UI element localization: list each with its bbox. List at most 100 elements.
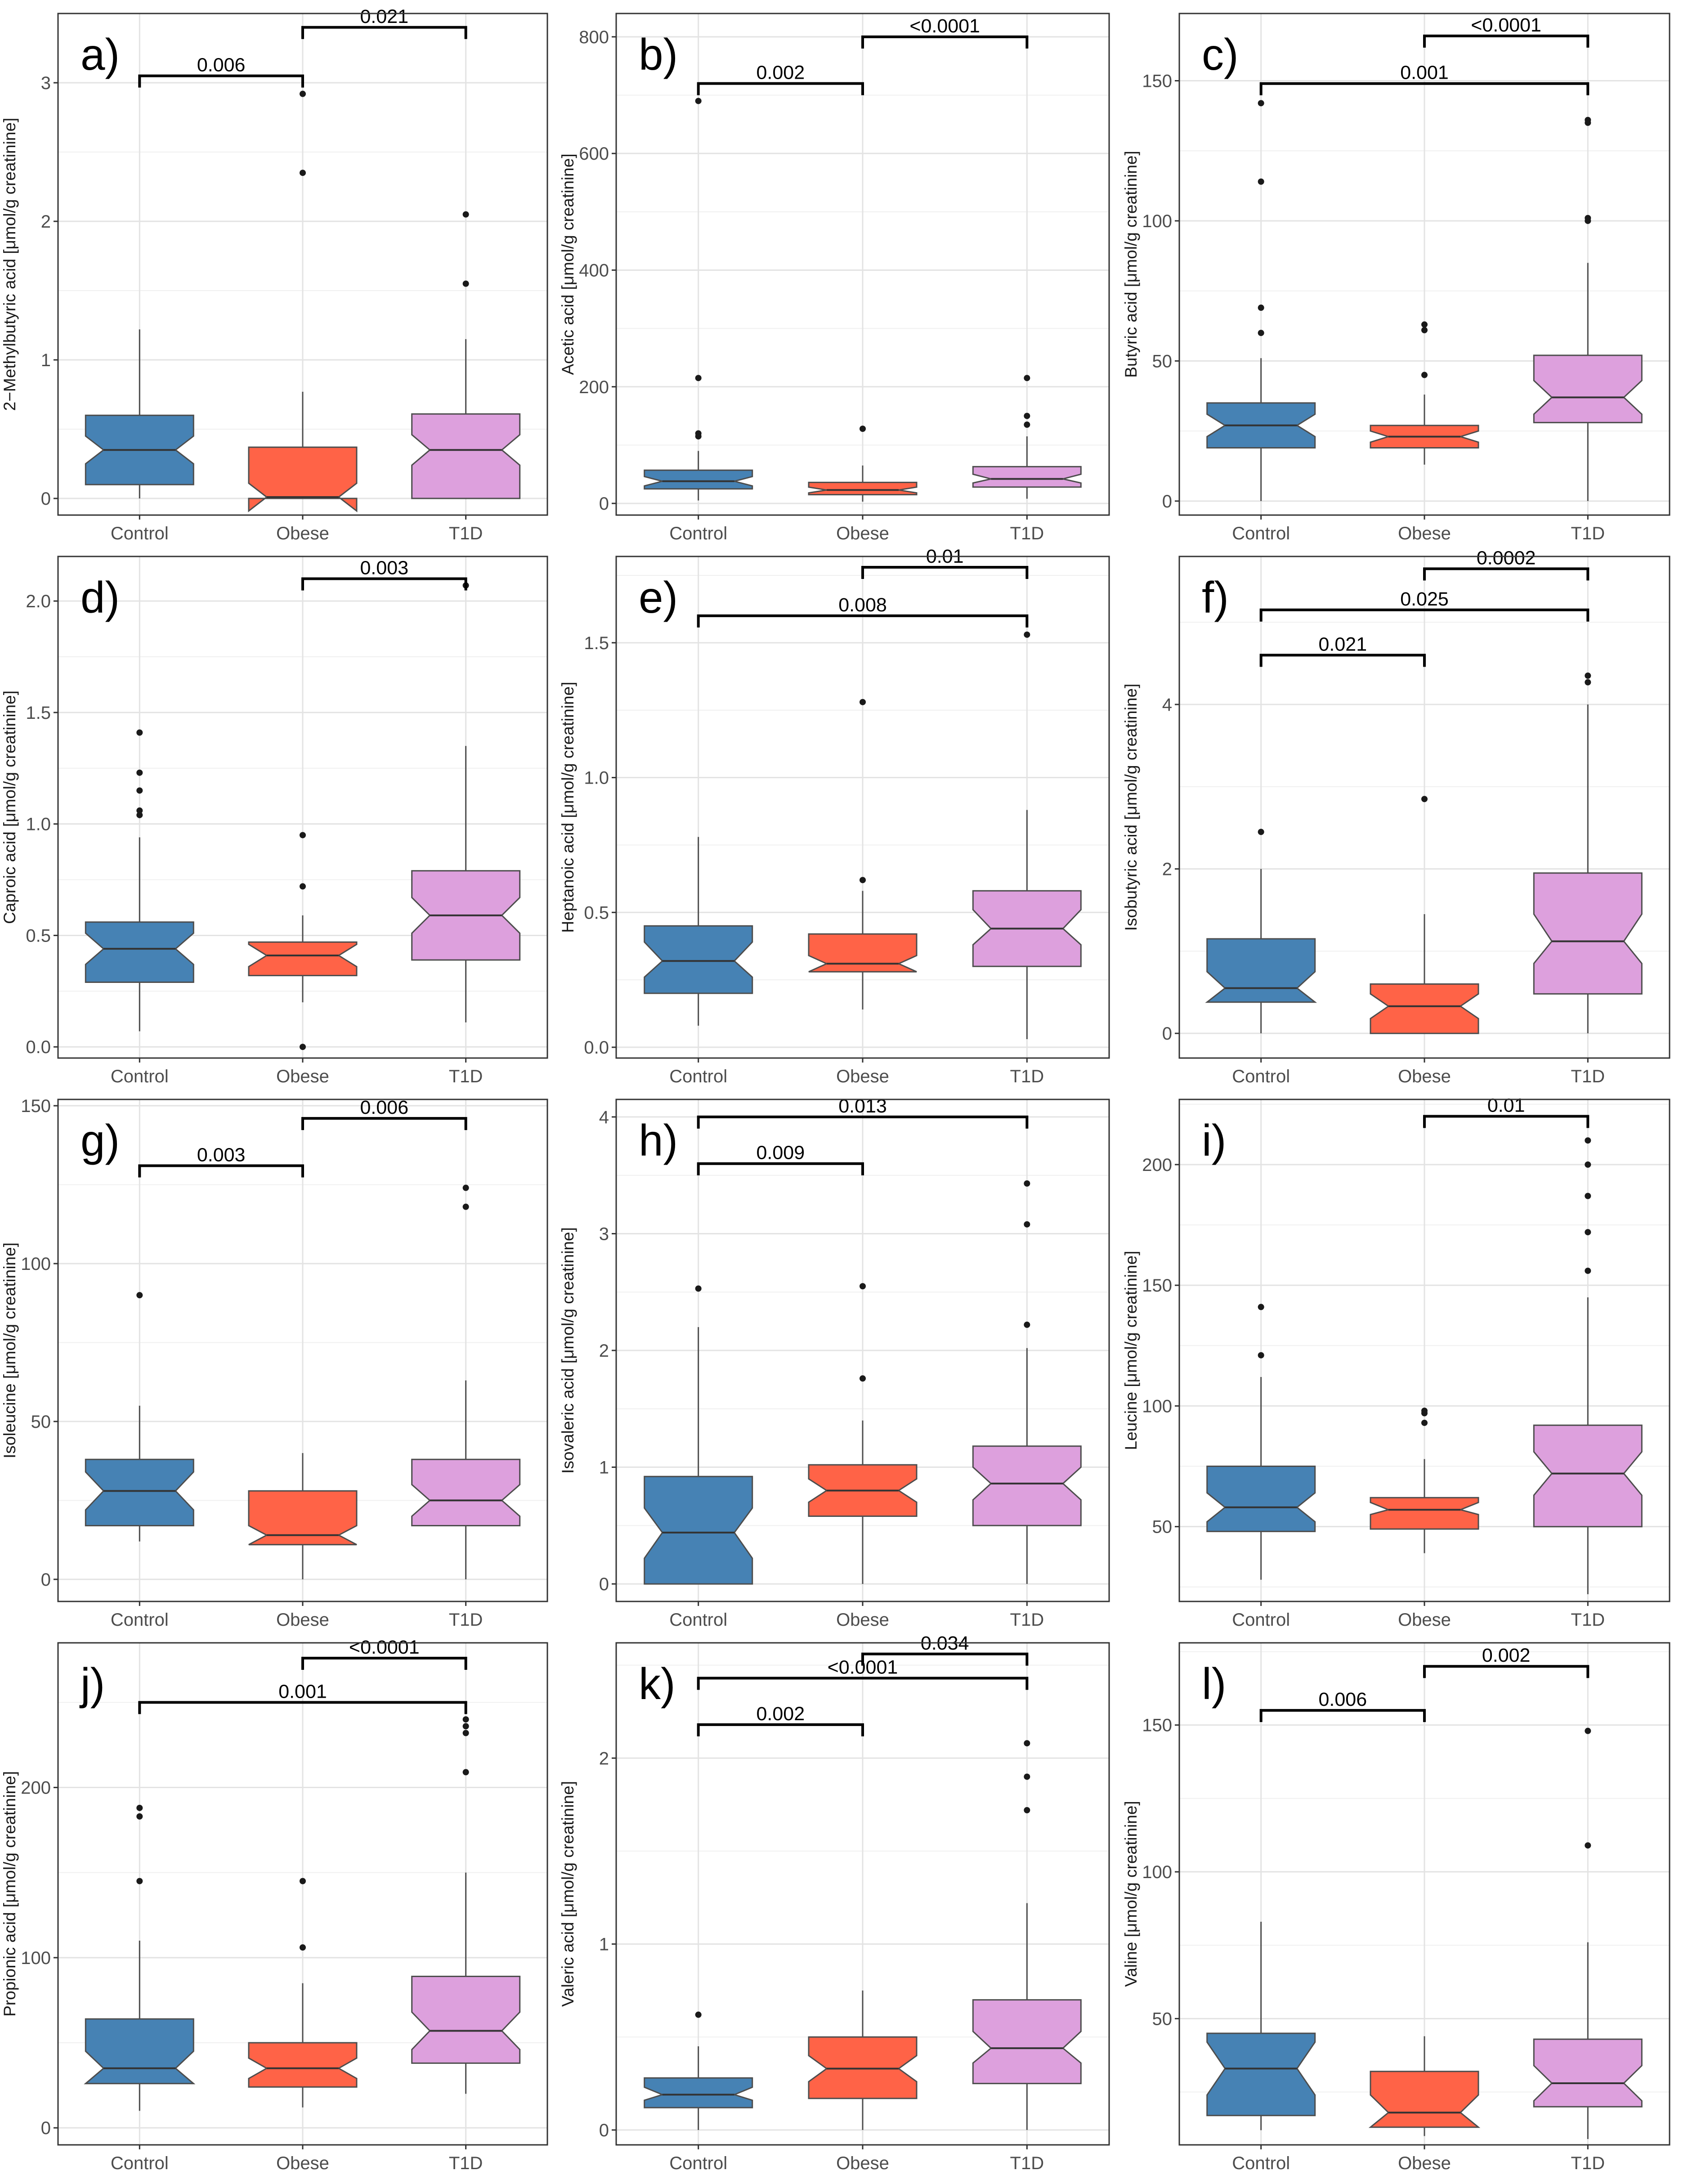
panel-label: f) [1202, 573, 1229, 622]
p-value-label: 0.013 [838, 1095, 887, 1117]
panel-border [615, 556, 1110, 1059]
panel-l: 50 100 150 Control Obese T1D Valine [μmol/g cr… [1122, 1642, 1670, 2173]
outlier-point [1585, 673, 1591, 679]
outlier-point [1421, 1408, 1428, 1414]
panel-label: i) [1202, 1116, 1226, 1165]
box-obese [1368, 2071, 1481, 2128]
panel-label: c) [1202, 30, 1239, 79]
outlier-point [462, 1203, 469, 1210]
outlier-point [1024, 413, 1030, 419]
panel-a: 0 1 2 3 Control Obese T1D 2−Methylbutyric acid … [0, 6, 548, 543]
outlier-point [1024, 1321, 1030, 1328]
y-tick-label: 0.0 [26, 1037, 51, 1057]
outlier-point [695, 2011, 702, 2018]
y-tick-label: 0 [41, 1570, 51, 1590]
y-axis-label: Heptanoic acid [μmol/g creatinine] [559, 682, 577, 933]
panel-label: e) [639, 573, 678, 622]
y-tick-label: 50 [1152, 2009, 1173, 2029]
significance-bracket [1259, 608, 1589, 622]
x-tick-label: Control [1232, 524, 1290, 543]
y-tick-label: 150 [1142, 1716, 1172, 1736]
outlier-point [1024, 1740, 1030, 1747]
box-control [644, 2077, 753, 2108]
p-value-label: <0.0001 [349, 1637, 420, 1658]
p-value-label: 0.01 [1487, 1095, 1525, 1117]
outlier-point [1585, 117, 1591, 123]
y-tick-label: 2 [41, 212, 51, 232]
x-tick-label: T1D [1010, 1067, 1044, 1086]
box-control [644, 925, 753, 994]
y-tick-label: 2.0 [26, 592, 51, 611]
outlier-point [1421, 1419, 1428, 1426]
box-t1d [972, 1999, 1082, 2085]
y-tick-label: 0.0 [584, 1038, 609, 1058]
y-tick-label: 100 [21, 1254, 51, 1274]
outlier-point [300, 883, 306, 890]
outlier-point [462, 1184, 469, 1191]
x-tick-label: Control [669, 1610, 727, 1630]
x-tick-label: T1D [1571, 2153, 1605, 2173]
outlier-point [462, 1716, 469, 1723]
x-tick-label: Control [111, 2153, 169, 2173]
outlier-point [695, 1285, 702, 1292]
x-tick-label: T1D [1010, 2153, 1044, 2173]
outlier-point [1585, 1229, 1591, 1236]
y-tick-label: 200 [579, 377, 609, 397]
y-tick-label: 200 [1142, 1155, 1172, 1175]
outlier-point [300, 1944, 306, 1951]
y-tick-label: 1.5 [26, 703, 51, 723]
significance-bracket [1259, 654, 1426, 667]
y-tick-label: 4 [599, 1108, 609, 1127]
y-axis-label: Isobutyric acid [μmol/g creatinine] [1122, 684, 1140, 931]
outlier-point [1421, 327, 1428, 333]
significance-bracket [301, 577, 467, 591]
x-tick-label: Obese [276, 1610, 329, 1630]
panel-label: a) [81, 30, 120, 79]
significance-bracket [1423, 1665, 1589, 1678]
significance-bracket [697, 1723, 864, 1736]
y-axis-label: Propionic acid [μmol/g creatinine] [0, 1771, 19, 2017]
x-tick-label: Obese [1398, 2153, 1451, 2173]
outlier-point [1258, 829, 1264, 835]
p-value-label: 0.006 [1319, 1689, 1367, 1710]
panel-border [1178, 556, 1670, 1059]
y-axis-label: Valeric acid [μmol/g creatinine] [559, 1781, 577, 2007]
x-tick-label: T1D [1571, 1067, 1605, 1086]
y-tick-label: 0 [599, 2121, 609, 2140]
panel-f: 0 2 4 Control Obese T1D Isobutyric acid [μmol/… [1122, 547, 1670, 1086]
significance-bracket [697, 82, 864, 95]
panel-border [1178, 1099, 1670, 1602]
x-tick-label: Control [111, 1067, 169, 1086]
outlier-point [462, 1769, 469, 1776]
outlier-point [695, 375, 702, 381]
x-tick-label: Obese [836, 1610, 889, 1630]
p-value-label: 0.001 [278, 1681, 327, 1702]
y-tick-label: 100 [1142, 1396, 1172, 1416]
y-tick-label: 50 [1152, 351, 1173, 371]
box-obese [1370, 983, 1479, 1034]
y-tick-label: 2 [599, 1749, 609, 1768]
outlier-point [1258, 1304, 1264, 1310]
x-tick-label: Obese [836, 2153, 889, 2173]
significance-bracket [301, 1117, 467, 1130]
outlier-point [1024, 375, 1030, 381]
box-control [85, 1458, 194, 1526]
y-tick-label: 3 [41, 73, 51, 93]
outlier-point [1585, 1842, 1591, 1849]
significance-bracket [1259, 82, 1589, 95]
outlier-point [462, 211, 469, 218]
outlier-point [1585, 1137, 1591, 1144]
outlier-point [1258, 305, 1264, 311]
x-tick-label: Control [1232, 2153, 1290, 2173]
panel-k: 0 1 2 Control Obese T1D Valeric acid [μmol/g c… [559, 1632, 1110, 2173]
significance-bracket [1259, 1709, 1426, 1722]
y-tick-label: 0.5 [584, 903, 609, 923]
outlier-point [300, 832, 306, 839]
outlier-point [860, 426, 866, 432]
significance-bracket [697, 1677, 1029, 1690]
panel-c: 0 50 100 150 Control Obese T1D Butyric acid [μm… [1122, 13, 1670, 543]
panel-label: k) [639, 1659, 676, 1709]
significance-bracket [138, 1164, 304, 1178]
significance-bracket [697, 1162, 864, 1175]
outlier-point [136, 1878, 143, 1884]
